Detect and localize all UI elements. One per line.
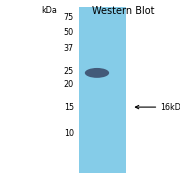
Text: kDa: kDa: [42, 6, 58, 15]
Text: 10: 10: [64, 129, 74, 138]
Ellipse shape: [85, 68, 109, 78]
Text: 75: 75: [64, 14, 74, 22]
Text: 20: 20: [64, 80, 74, 89]
Text: 15: 15: [64, 103, 74, 112]
Text: Western Blot: Western Blot: [92, 6, 155, 16]
Text: 37: 37: [64, 44, 74, 53]
Text: 16kDa: 16kDa: [160, 103, 180, 112]
Text: 50: 50: [64, 28, 74, 37]
Bar: [79, 7, 126, 173]
Text: 25: 25: [64, 68, 74, 76]
